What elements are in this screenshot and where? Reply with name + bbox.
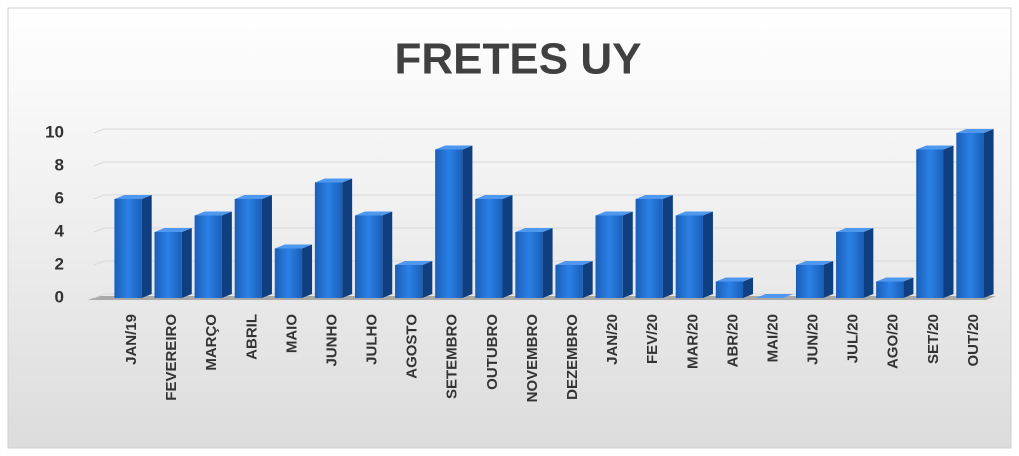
bar-top	[836, 228, 874, 232]
bar-side	[342, 178, 353, 298]
bar	[435, 149, 463, 298]
x-tick-label: AGO/20	[885, 314, 902, 369]
bar	[314, 182, 343, 298]
x-tick-label: OUT/20	[965, 314, 982, 367]
bar	[876, 281, 904, 298]
bar	[715, 281, 744, 298]
y-tick-label: 0	[55, 287, 64, 306]
grid-line	[93, 194, 994, 200]
bar-top	[956, 129, 994, 133]
x-tick-label: AGOSTO	[404, 314, 421, 379]
bar-side	[382, 211, 393, 298]
bar	[675, 215, 703, 298]
grid-line	[93, 161, 994, 167]
bar-top	[555, 261, 593, 265]
bar-side	[903, 277, 914, 298]
bar	[395, 265, 423, 298]
bar-side	[302, 244, 313, 298]
bar	[154, 232, 182, 298]
bar-top	[114, 195, 152, 199]
x-tick-label: MAI/20	[764, 314, 781, 362]
bar-side	[983, 129, 994, 298]
bar-side	[622, 211, 633, 298]
x-tick-label: SET/20	[925, 314, 942, 364]
bar-side	[743, 277, 754, 298]
bar	[194, 215, 222, 298]
bar	[916, 149, 944, 298]
bar	[836, 232, 864, 298]
bar-top	[635, 195, 673, 199]
y-tick-label: 4	[55, 221, 65, 240]
bar	[956, 133, 984, 298]
x-tick-label: OUTUBRO	[484, 314, 501, 390]
bar-top	[475, 195, 513, 199]
bar-side	[863, 228, 874, 298]
bar-top	[675, 211, 713, 216]
x-tick-label: MARÇO	[203, 314, 220, 371]
x-tick-label: NOVEMBRO	[524, 314, 541, 403]
bar-top	[876, 277, 914, 282]
bar	[354, 215, 383, 298]
bar-side	[582, 261, 593, 298]
y-tick-label: 6	[55, 188, 64, 207]
bar-side	[422, 261, 433, 298]
bar-side	[181, 228, 192, 298]
x-tick-label: JAN/19	[123, 314, 140, 365]
bar-side	[502, 195, 513, 298]
bar-side	[261, 195, 272, 298]
x-tick-label: JULHO	[364, 314, 381, 365]
x-tick-label: FEV/20	[644, 314, 661, 364]
bar-top	[715, 277, 754, 282]
bar	[795, 265, 824, 298]
bar-side	[221, 211, 232, 298]
bar-side	[462, 145, 473, 298]
bar-top	[515, 228, 553, 232]
y-tick-label: 10	[45, 122, 64, 141]
y-tick-label: 2	[55, 254, 64, 273]
x-tick-label: JUNHO	[323, 314, 340, 367]
bar	[595, 215, 623, 298]
bar-top	[314, 178, 353, 183]
bar-top	[354, 211, 393, 216]
bar-side	[141, 195, 152, 298]
x-tick-label: JAN/20	[604, 314, 621, 365]
bar-top	[154, 228, 192, 232]
grid-line	[93, 128, 994, 134]
bar	[114, 199, 142, 298]
x-tick-label: JUN/20	[805, 314, 822, 365]
bar-top	[194, 211, 232, 216]
bar-top	[795, 261, 834, 265]
bar-top	[595, 211, 633, 216]
bar-top	[234, 195, 272, 199]
bar-top	[395, 261, 433, 265]
bar-top	[435, 145, 473, 150]
bar	[555, 265, 583, 298]
bar	[234, 199, 262, 298]
bar-side	[943, 145, 954, 298]
bar	[515, 232, 543, 298]
bar-side	[542, 228, 553, 298]
bar	[635, 199, 663, 298]
x-tick-label: ABRIL	[243, 314, 260, 360]
x-tick-label: DEZEMBRO	[564, 314, 581, 400]
y-tick-label: 8	[55, 155, 64, 174]
bar-side	[823, 261, 834, 298]
x-tick-label: ABR/20	[724, 314, 741, 367]
x-tick-label: SETEMBRO	[444, 314, 461, 399]
bar-top	[274, 244, 313, 249]
chart-title: FRETES UY	[395, 35, 642, 84]
x-tick-label: JUL/20	[845, 314, 862, 363]
bar-top	[755, 294, 794, 298]
x-tick-label: MAIO	[283, 314, 300, 353]
x-tick-label: FEVEREIRO	[163, 314, 180, 401]
bar-top	[916, 145, 954, 150]
x-tick-label: MAR/20	[684, 314, 701, 369]
bar-side	[662, 195, 673, 298]
bar	[475, 199, 503, 298]
bar-side	[702, 211, 713, 298]
bar	[274, 248, 303, 298]
